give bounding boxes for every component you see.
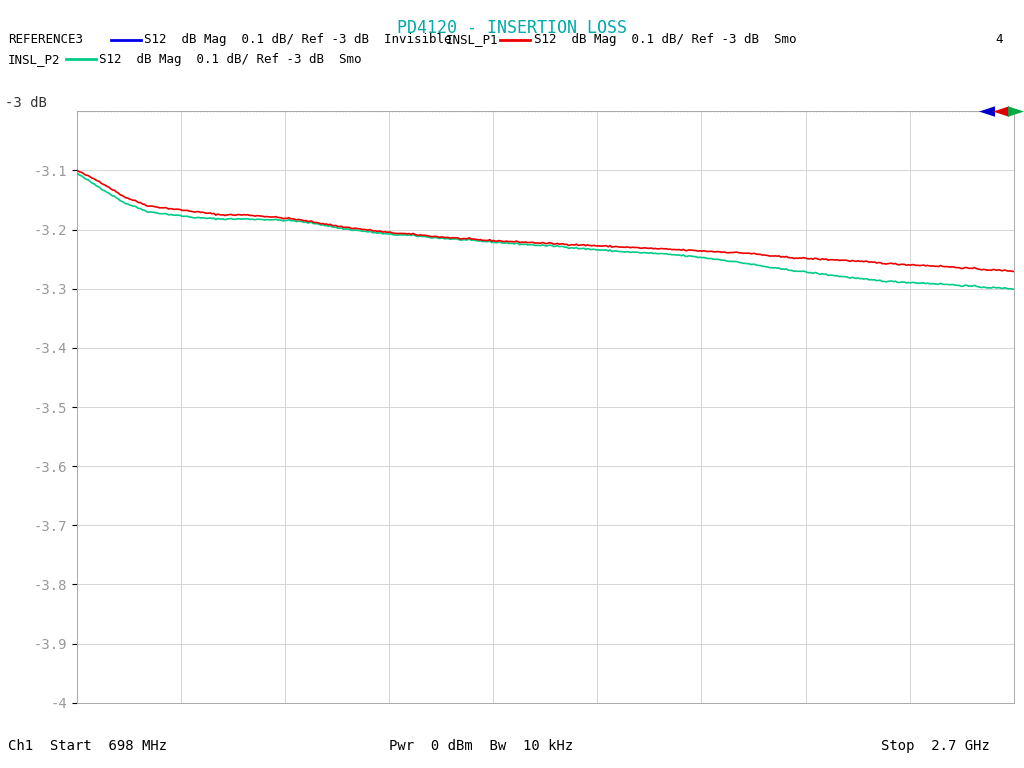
Text: ◄: ◄: [979, 101, 995, 121]
Text: ►: ►: [1008, 101, 1024, 121]
Text: Pwr  0 dBm  Bw  10 kHz: Pwr 0 dBm Bw 10 kHz: [389, 740, 573, 753]
Text: S12  dB Mag  0.1 dB/ Ref -3 dB  Smo: S12 dB Mag 0.1 dB/ Ref -3 dB Smo: [99, 53, 361, 65]
Text: S12  dB Mag  0.1 dB/ Ref -3 dB  Invisible: S12 dB Mag 0.1 dB/ Ref -3 dB Invisible: [144, 34, 452, 46]
Text: 4: 4: [995, 34, 1002, 46]
Text: INSL_P1: INSL_P1: [445, 34, 498, 46]
Text: Ch1  Start  698 MHz: Ch1 Start 698 MHz: [8, 740, 167, 753]
Text: Stop  2.7 GHz: Stop 2.7 GHz: [881, 740, 989, 753]
Text: -3 dB: -3 dB: [5, 96, 47, 110]
Text: S12  dB Mag  0.1 dB/ Ref -3 dB  Smo: S12 dB Mag 0.1 dB/ Ref -3 dB Smo: [534, 34, 796, 46]
Text: REFERENCE3: REFERENCE3: [8, 34, 83, 46]
Text: INSL_P2: INSL_P2: [8, 53, 60, 65]
Text: PD4120 - INSERTION LOSS: PD4120 - INSERTION LOSS: [397, 19, 627, 37]
Text: ◄: ◄: [993, 101, 1010, 121]
